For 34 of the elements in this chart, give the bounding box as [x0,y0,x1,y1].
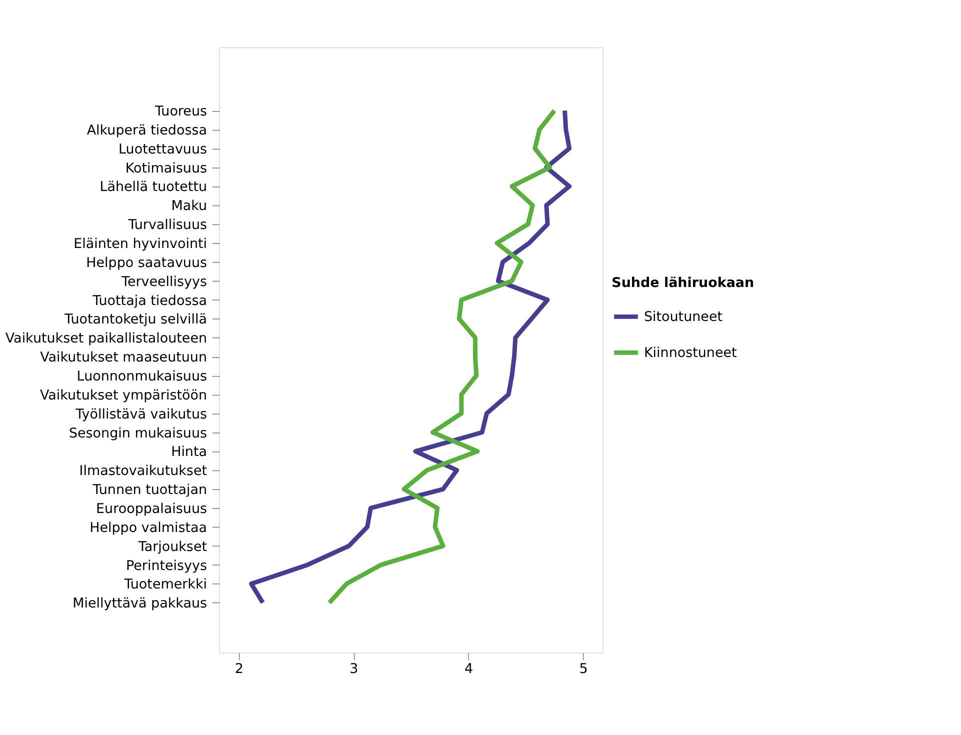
y-tick-label: Eläinten hyvinvointi [74,236,208,252]
y-tick-label: Maku [171,198,208,214]
y-tick-label: Luonnonmukaisuus [76,368,208,385]
y-tick-label: Luotettavuus [118,141,208,158]
y-tick-label: Lähellä tuotettu [100,179,208,196]
y-tick-label: Vaikutukset ympäristöön [40,387,208,404]
y-tick-label: Työllistävä vaikutus [74,406,208,422]
y-tick-label: Helppo saatavuus [86,254,208,271]
x-tick-label: 5 [579,660,588,677]
x-tick-label: 3 [350,660,358,677]
y-tick-label: Tuoreus [154,104,208,120]
y-tick-label: Turvallisuus [127,217,208,234]
y-tick-label: Tuotemerkki [123,576,208,593]
legend-label: Kiinnostuneet [644,345,737,362]
legend-label: Sitoutuneet [644,309,723,326]
y-tick-label: Hinta [171,444,208,460]
y-tick-label: Miellyttävä pakkaus [72,596,208,612]
y-tick-label: Tunnen tuottajan [92,482,208,498]
y-tick-label: Helppo valmistaa [90,520,208,536]
y-tick-label: Eurooppalaisuus [96,501,208,518]
y-tick-label: Tarjoukset [137,538,208,555]
y-tick-label: Alkuperä tiedossa [86,122,208,138]
y-tick-label: Vaikutukset maaseutuun [40,350,208,366]
x-tick-label: 2 [234,660,244,677]
x-tick-label: 4 [464,660,474,677]
y-tick-label: Vaikutukset paikallistalouteen [5,330,208,347]
y-tick-label: Sesongin mukaisuus [68,425,208,442]
y-tick-label: Tuottaja tiedossa [92,292,208,309]
legend-title: Suhde lähiruokaan [612,275,754,292]
y-tick-label: Perinteisyys [126,558,208,574]
y-tick-label: Tuotantoketju selvillä [64,312,208,328]
y-tick-label: Ilmastovaikutukset [79,463,208,480]
y-tick-label: Terveellisyys [120,274,208,290]
y-tick-label: Kotimaisuus [125,160,208,176]
